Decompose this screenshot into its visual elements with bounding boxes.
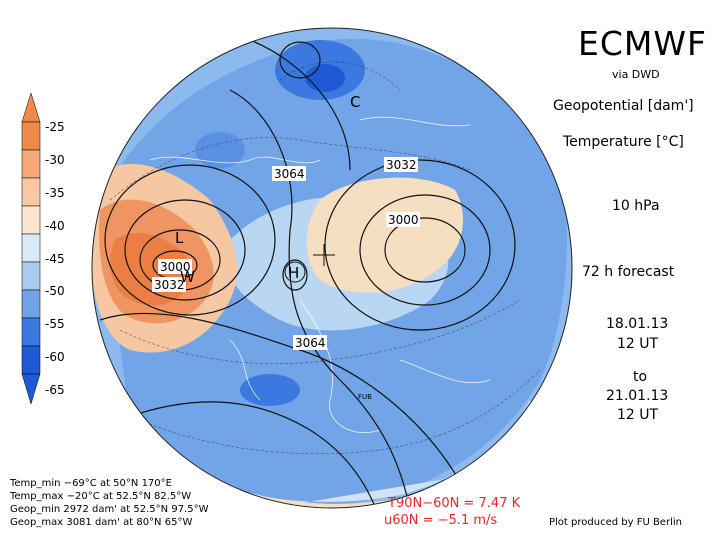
temp-max-stat: Temp_max −20°C at 52.5°N 82.5°W (10, 491, 192, 502)
colorbar-swatch (21, 121, 41, 151)
contour-label: 3000 (160, 260, 191, 274)
valid-date: 21.01.13 (606, 388, 669, 404)
colorbar-swatch (21, 233, 41, 263)
zonal-wind-index: u60N = −5.1 m/s (384, 513, 498, 528)
credit-line: Plot produced by FU Berlin (549, 517, 682, 528)
colorbar-label: -60 (45, 350, 65, 364)
temperature-difference-index: T90N−60N = 7.47 K (388, 496, 521, 511)
valid-hour: 12 UT (617, 407, 659, 423)
colorbar-swatch (21, 149, 41, 179)
station-label: FUB (358, 393, 372, 401)
colorbar (21, 92, 41, 405)
contour-label: 3064 (295, 336, 326, 350)
colorbar-label: -40 (45, 219, 65, 233)
low-center-marker: L (175, 229, 184, 247)
colorbar-label: -55 (45, 317, 65, 331)
colorbar-swatch (21, 205, 41, 235)
colorbar-label: -50 (45, 284, 65, 298)
colorbar-swatch (21, 317, 41, 347)
temp-min-stat: Temp_min −69°C at 50°N 170°E (10, 478, 172, 489)
init-date: 18.01.13 (606, 316, 669, 332)
geopotential-label: Geopotential [dam'] (553, 98, 694, 114)
colorbar-label: -30 (45, 153, 65, 167)
colorbar-swatch (21, 261, 41, 291)
contour-label: 3000 (388, 213, 419, 227)
contour-label: 3064 (274, 167, 305, 181)
forecast-range: 72 h forecast (582, 264, 675, 280)
pressure-level: 10 hPa (612, 198, 660, 214)
colorbar-swatch (21, 177, 41, 207)
colorbar-swatch (21, 289, 41, 319)
high-center-marker: H (288, 264, 299, 282)
colorbar-label: -35 (45, 186, 65, 200)
cold-center-marker: C (350, 93, 360, 111)
source-subtitle: via DWD (612, 68, 660, 81)
geop-max-stat: Geop_max 3081 dam' at 80°N 65°W (10, 517, 193, 528)
to-label: to (633, 369, 648, 385)
model-title: ECMWF (578, 24, 707, 63)
colorbar-swatch (21, 345, 41, 375)
init-hour: 12 UT (617, 336, 659, 352)
contour-label: 3032 (154, 278, 185, 292)
temperature-label: Temperature [°C] (563, 134, 684, 150)
colorbar-label: -25 (45, 120, 65, 134)
warm-center-marker: W (180, 268, 195, 286)
colorbar-label: -65 (45, 383, 65, 397)
colorbar-label: -45 (45, 252, 65, 266)
geop-min-stat: Geop_min 2972 dam' at 52.5°N 97.5°W (10, 504, 209, 515)
contour-label: 3032 (386, 158, 417, 172)
